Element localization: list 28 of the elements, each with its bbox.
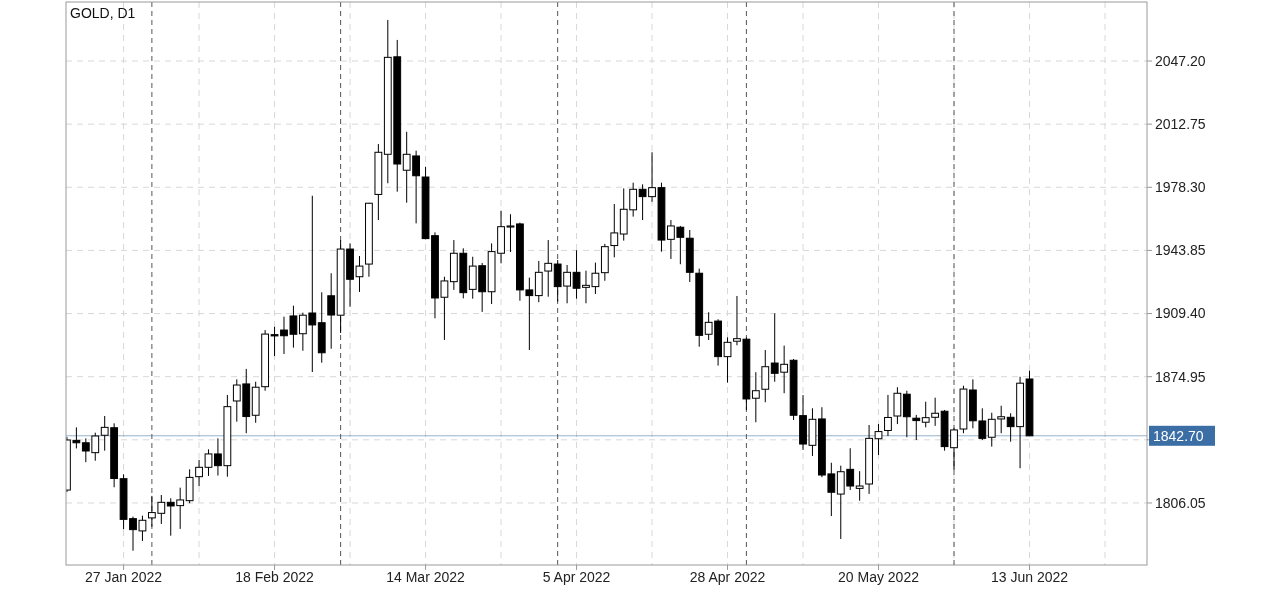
y-tick-label: 2047.20 — [1155, 52, 1206, 69]
candlestick — [544, 239, 553, 298]
x-tick-label: 14 Mar 2022 — [386, 569, 466, 585]
candlestick — [902, 390, 911, 438]
x-tick-label: 18 Feb 2022 — [235, 569, 315, 585]
y-tick-label: 1978.30 — [1155, 179, 1206, 196]
candlestick — [761, 349, 770, 403]
x-tick-label: 20 May 2022 — [838, 569, 920, 585]
y-tick-label: 1943.85 — [1155, 242, 1206, 259]
y-tick-label: 2012.75 — [1155, 116, 1206, 133]
x-tick-label: 5 Apr 2022 — [542, 569, 611, 585]
candlestick — [534, 260, 543, 303]
y-tick-label: 1874.95 — [1155, 368, 1206, 385]
chart-title: GOLD, D1 — [70, 5, 136, 21]
candlestick — [610, 203, 619, 258]
candlestick — [884, 394, 892, 437]
candlestick — [185, 468, 194, 504]
candlestick — [327, 272, 336, 350]
y-tick-label: 1909.40 — [1155, 305, 1206, 322]
y-tick-label: 1806.05 — [1155, 494, 1206, 511]
x-tick-label: 27 Jan 2022 — [85, 569, 163, 585]
candlestick — [893, 386, 902, 425]
candlestick — [751, 371, 760, 423]
x-tick-label: 13 Jun 2022 — [990, 569, 1069, 585]
candlestick — [855, 470, 864, 502]
candlestick — [912, 414, 921, 441]
ref-line-label: 1842.70 — [1153, 427, 1204, 444]
x-tick-label: 28 Apr 2022 — [689, 569, 766, 585]
